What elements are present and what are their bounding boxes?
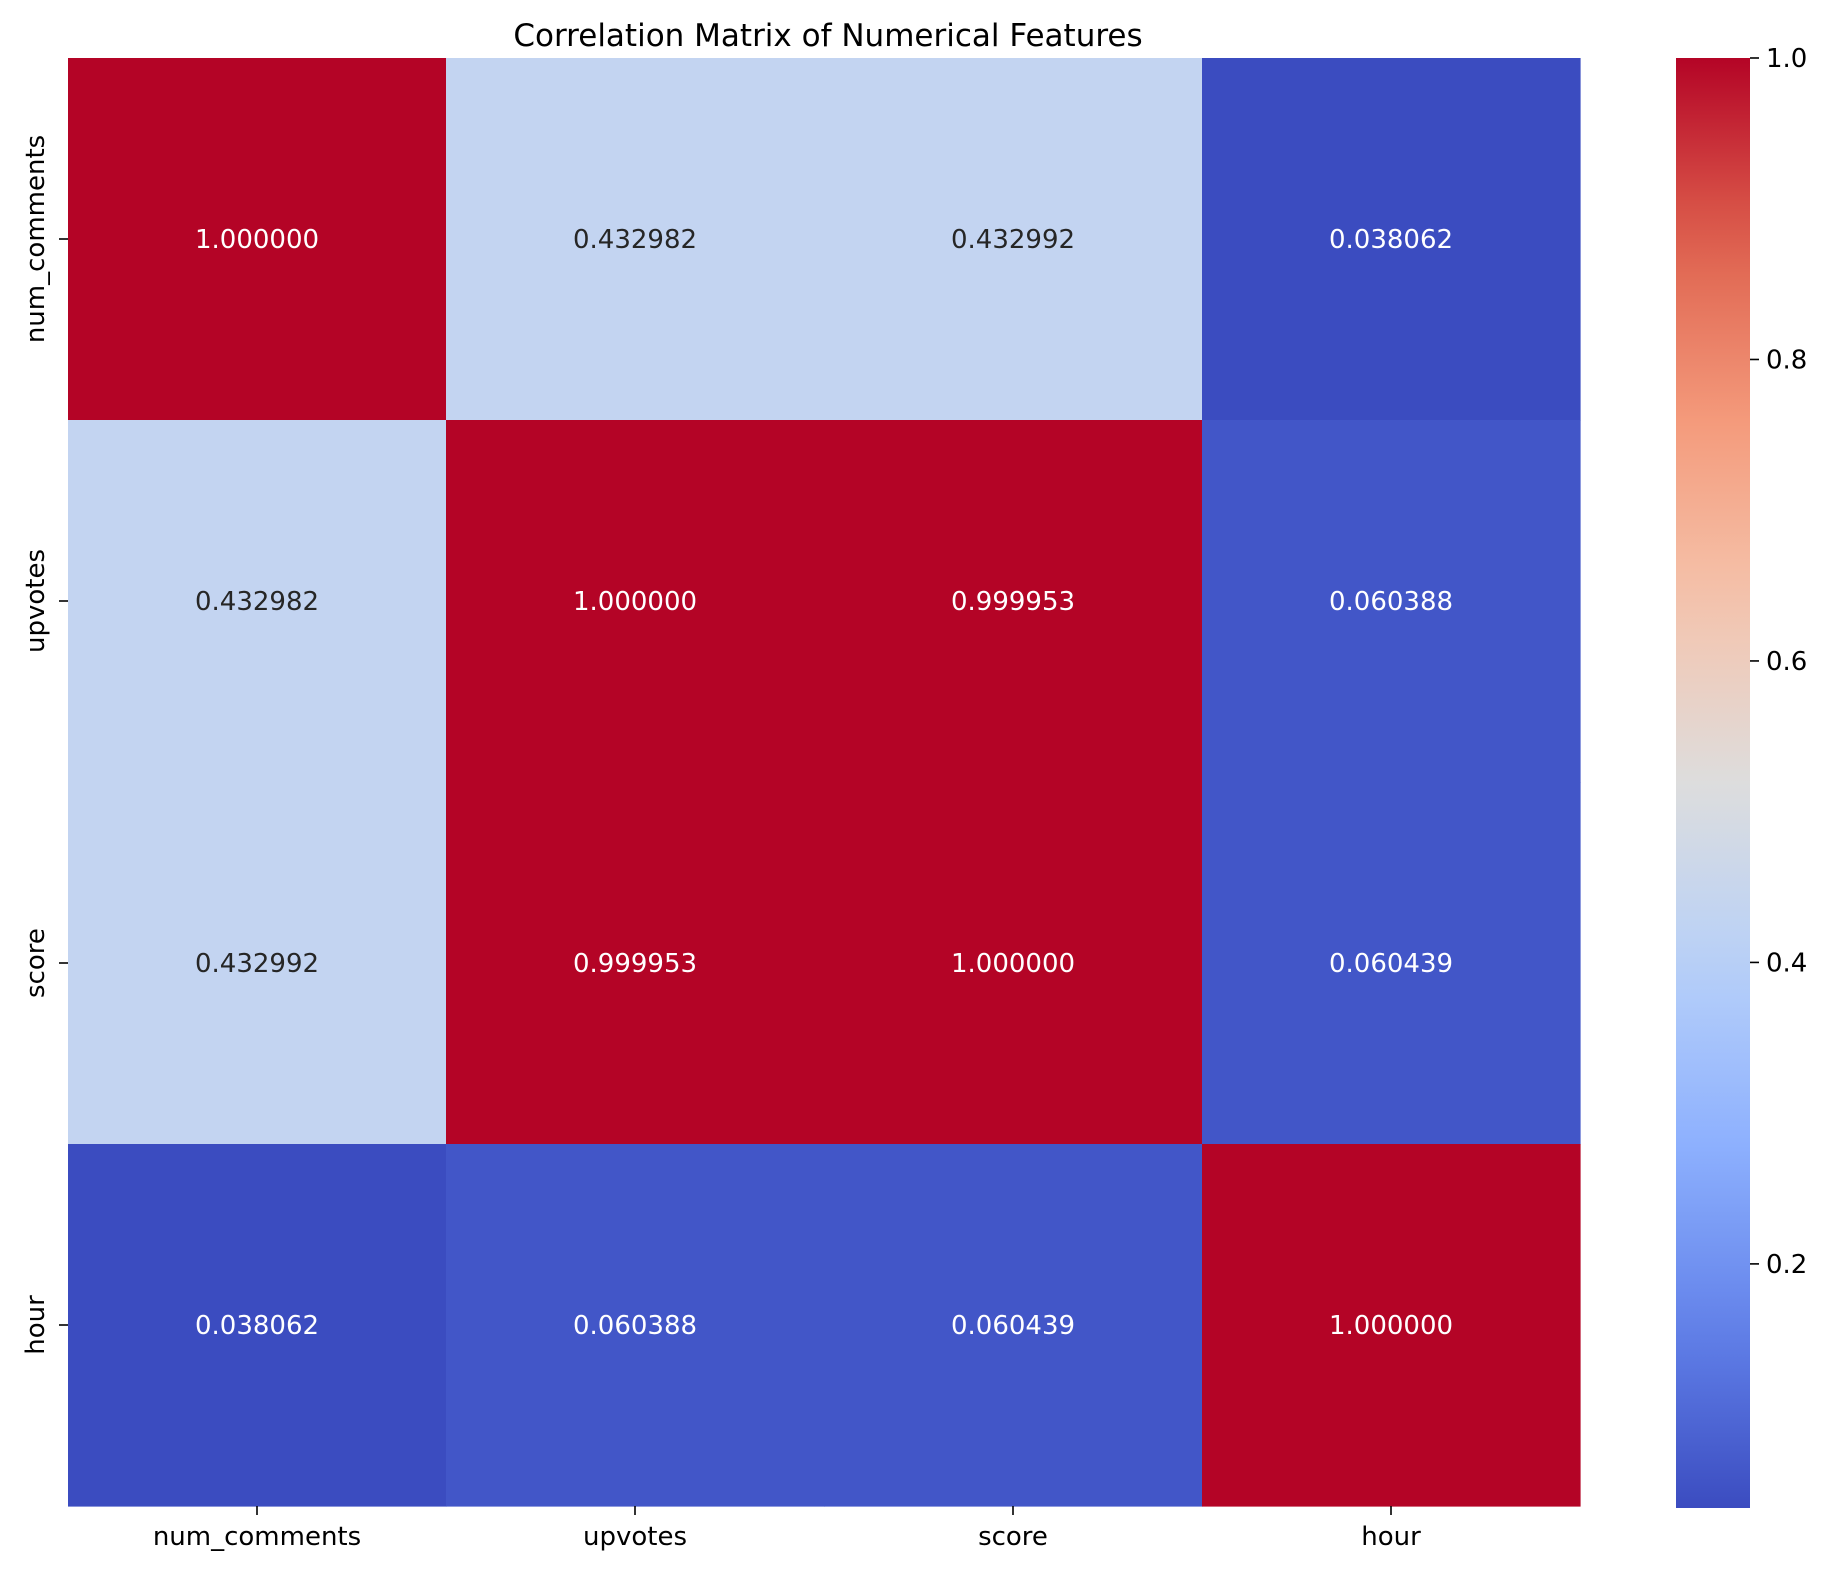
x-tick-label: num_comments xyxy=(153,1522,361,1552)
cell-value-label: 0.432992 xyxy=(195,949,319,979)
x-tick-label: upvotes xyxy=(583,1522,687,1552)
heatmap-cell xyxy=(68,420,447,783)
cell-value-label: 0.060439 xyxy=(951,1311,1075,1341)
chart-title: Correlation Matrix of Numerical Features xyxy=(513,18,1142,54)
x-axis: num_comments upvotes score hour xyxy=(153,1506,1421,1552)
cell-value-label: 0.060388 xyxy=(573,1311,697,1341)
y-tick-label: hour xyxy=(21,1295,51,1355)
cell-value-label: 1.000000 xyxy=(951,949,1075,979)
heatmap-cell xyxy=(824,782,1203,1145)
heatmap-cell xyxy=(68,782,447,1145)
colorbar-tick-label: 1.0 xyxy=(1766,44,1807,74)
heatmap-cell xyxy=(446,1144,825,1507)
heatmap-cell xyxy=(446,782,825,1145)
cell-value-label: 1.000000 xyxy=(1329,1311,1453,1341)
colorbar-tick-label: 0.4 xyxy=(1766,948,1807,978)
heatmap-cell xyxy=(446,58,825,421)
heatmap-cell xyxy=(68,1144,447,1507)
cell-value-label: 0.060388 xyxy=(1329,587,1453,617)
heatmap-cell xyxy=(824,1144,1203,1507)
cell-value-label: 0.999953 xyxy=(951,587,1075,617)
x-tick-label: hour xyxy=(1361,1522,1421,1552)
heatmap-cell xyxy=(824,420,1203,783)
cell-value-label: 0.038062 xyxy=(1329,225,1453,255)
colorbar: 0.2 0.4 0.6 0.8 1.0 xyxy=(1676,44,1807,1508)
cell-value-label: 0.432982 xyxy=(195,587,319,617)
cell-value-label: 0.999953 xyxy=(573,949,697,979)
x-tick-label: score xyxy=(978,1522,1048,1552)
heatmap-cell xyxy=(68,58,447,421)
heatmap-cell xyxy=(824,58,1203,421)
y-tick-label: score xyxy=(21,928,51,998)
colorbar-gradient xyxy=(1676,58,1750,1508)
heatmap-cell xyxy=(1202,1144,1581,1507)
colorbar-tick-label: 0.2 xyxy=(1766,1250,1807,1280)
heatmap-cell xyxy=(1202,58,1581,421)
heatmap-cell xyxy=(1202,420,1581,783)
cell-value-label: 0.038062 xyxy=(195,1311,319,1341)
cell-value-label: 1.000000 xyxy=(195,225,319,255)
cell-value-label: 1.000000 xyxy=(573,587,697,617)
heatmap-cells: 1.000000 0.432982 0.432992 0.038062 0.432982… xyxy=(68,58,1581,1507)
colorbar-tick-label: 0.6 xyxy=(1766,647,1807,677)
heatmap-cell xyxy=(1202,782,1581,1145)
y-tick-label: num_comments xyxy=(21,135,51,343)
cell-value-label: 0.432992 xyxy=(951,225,1075,255)
heatmap-cell xyxy=(446,420,825,783)
cell-value-label: 0.060439 xyxy=(1329,949,1453,979)
cell-value-label: 0.432982 xyxy=(573,225,697,255)
colorbar-tick-label: 0.8 xyxy=(1766,345,1807,375)
y-tick-label: upvotes xyxy=(21,549,51,653)
